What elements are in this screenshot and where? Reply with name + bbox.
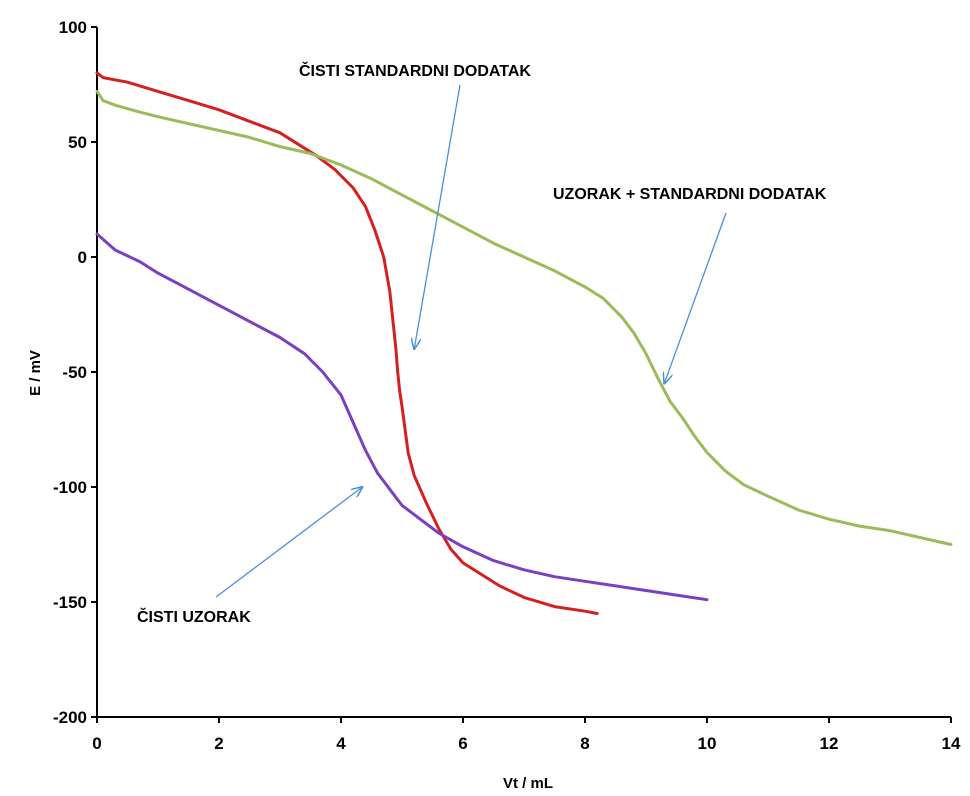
x-tick-label: 8	[580, 734, 589, 753]
series-line-1	[95, 71, 599, 615]
annotation-label: ČISTI STANDARDNI DODATAK	[299, 61, 531, 80]
x-axis-title: Vt / mL	[503, 775, 553, 792]
y-axis-title: E / mV	[27, 350, 44, 396]
annotation-label: ČISTI UZORAK	[137, 607, 251, 626]
y-tick-label: 100	[59, 18, 87, 37]
x-tick-label: 4	[336, 734, 346, 753]
x-tick-label: 2	[214, 734, 223, 753]
series-line-3	[95, 232, 709, 602]
x-tick-label: 6	[458, 734, 467, 753]
annotation-arrow	[215, 487, 362, 598]
y-tick-label: 50	[68, 133, 87, 152]
annotations: ČISTI STANDARDNI DODATAK UZORAK + STANDAR…	[137, 61, 827, 626]
x-tick-label: 0	[92, 734, 101, 753]
x-ticks: 0 2 4 6 8 10 12 14	[92, 717, 961, 753]
series-group	[95, 71, 953, 615]
series-line-2	[95, 89, 953, 546]
annotation-arrow	[414, 84, 461, 349]
x-tick-label: 12	[820, 734, 839, 753]
y-tick-label: 0	[78, 248, 87, 267]
y-ticks: 100 50 0 -50 -100 -150 -200	[53, 18, 97, 727]
y-tick-label: -50	[62, 363, 87, 382]
annotation-label: UZORAK + STANDARDNI DODATAK	[553, 186, 827, 203]
x-tick-label: 10	[698, 734, 717, 753]
annotation-arrow	[664, 212, 727, 384]
y-tick-label: -150	[53, 593, 87, 612]
x-tick-label: 14	[942, 734, 961, 753]
y-tick-label: -100	[53, 478, 87, 497]
y-tick-label: -200	[53, 708, 87, 727]
